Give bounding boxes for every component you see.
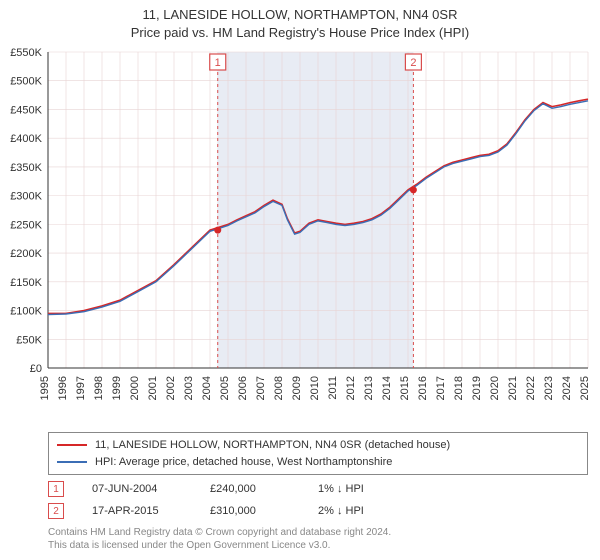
svg-text:2006: 2006 (237, 376, 249, 400)
legend-label: HPI: Average price, detached house, West… (95, 454, 392, 471)
svg-text:£350K: £350K (10, 162, 42, 174)
legend-swatch (57, 444, 87, 446)
footer-line-2: This data is licensed under the Open Gov… (48, 539, 391, 552)
svg-text:2023: 2023 (543, 376, 555, 400)
event-price: £310,000 (210, 505, 290, 517)
svg-text:2001: 2001 (147, 376, 159, 400)
svg-text:1997: 1997 (75, 376, 87, 400)
legend-swatch (57, 461, 87, 463)
svg-text:2022: 2022 (525, 376, 537, 400)
svg-text:1996: 1996 (57, 376, 69, 400)
svg-text:1995: 1995 (39, 376, 51, 400)
svg-text:2018: 2018 (453, 376, 465, 400)
svg-text:2025: 2025 (579, 376, 591, 400)
svg-text:1998: 1998 (93, 376, 105, 400)
svg-text:2000: 2000 (129, 376, 141, 400)
chart-title-block: 11, LANESIDE HOLLOW, NORTHAMPTON, NN4 0S… (0, 0, 600, 42)
svg-text:£200K: £200K (10, 248, 42, 260)
svg-text:£0: £0 (30, 363, 42, 375)
svg-text:2002: 2002 (165, 376, 177, 400)
event-pct: 1% ↓ HPI (318, 483, 364, 495)
legend-item: 11, LANESIDE HOLLOW, NORTHAMPTON, NN4 0S… (57, 437, 579, 454)
event-badge: 1 (48, 481, 64, 497)
svg-text:2014: 2014 (381, 376, 393, 400)
svg-text:£300K: £300K (10, 191, 42, 203)
svg-text:2004: 2004 (201, 376, 213, 400)
svg-text:1999: 1999 (111, 376, 123, 400)
svg-text:2020: 2020 (489, 376, 501, 400)
svg-text:2003: 2003 (183, 376, 195, 400)
legend: 11, LANESIDE HOLLOW, NORTHAMPTON, NN4 0S… (48, 432, 588, 475)
footer-note: Contains HM Land Registry data © Crown c… (48, 526, 391, 552)
title-line-2: Price paid vs. HM Land Registry's House … (0, 24, 600, 42)
svg-text:£400K: £400K (10, 133, 42, 145)
svg-text:£450K: £450K (10, 104, 42, 116)
svg-text:2019: 2019 (471, 376, 483, 400)
svg-text:2009: 2009 (291, 376, 303, 400)
svg-text:2016: 2016 (417, 376, 429, 400)
svg-text:2024: 2024 (561, 376, 573, 400)
svg-text:£550K: £550K (10, 47, 42, 59)
event-price: £240,000 (210, 483, 290, 495)
svg-text:2011: 2011 (327, 376, 339, 400)
svg-text:£100K: £100K (10, 306, 42, 318)
event-pct: 2% ↓ HPI (318, 505, 364, 517)
svg-text:2007: 2007 (255, 376, 267, 400)
events-table: 1 07-JUN-2004 £240,000 1% ↓ HPI 2 17-APR… (48, 478, 364, 522)
legend-item: HPI: Average price, detached house, West… (57, 454, 579, 471)
footer-line-1: Contains HM Land Registry data © Crown c… (48, 526, 391, 539)
event-badge: 2 (48, 503, 64, 519)
price-chart: £0£50K£100K£150K£200K£250K£300K£350K£400… (48, 52, 588, 392)
svg-text:2013: 2013 (363, 376, 375, 400)
event-row: 1 07-JUN-2004 £240,000 1% ↓ HPI (48, 478, 364, 500)
svg-text:1: 1 (215, 57, 221, 69)
svg-text:2017: 2017 (435, 376, 447, 400)
svg-text:2008: 2008 (273, 376, 285, 400)
svg-text:2005: 2005 (219, 376, 231, 400)
svg-text:£50K: £50K (16, 334, 42, 346)
svg-text:2: 2 (410, 57, 416, 69)
event-row: 2 17-APR-2015 £310,000 2% ↓ HPI (48, 500, 364, 522)
event-date: 07-JUN-2004 (92, 483, 182, 495)
svg-text:2015: 2015 (399, 376, 411, 400)
svg-text:£150K: £150K (10, 277, 42, 289)
event-date: 17-APR-2015 (92, 505, 182, 517)
svg-text:£250K: £250K (10, 219, 42, 231)
title-line-1: 11, LANESIDE HOLLOW, NORTHAMPTON, NN4 0S… (0, 6, 600, 24)
svg-text:2010: 2010 (309, 376, 321, 400)
svg-text:2021: 2021 (507, 376, 519, 400)
svg-text:2012: 2012 (345, 376, 357, 400)
legend-label: 11, LANESIDE HOLLOW, NORTHAMPTON, NN4 0S… (95, 437, 450, 454)
svg-text:£500K: £500K (10, 76, 42, 88)
